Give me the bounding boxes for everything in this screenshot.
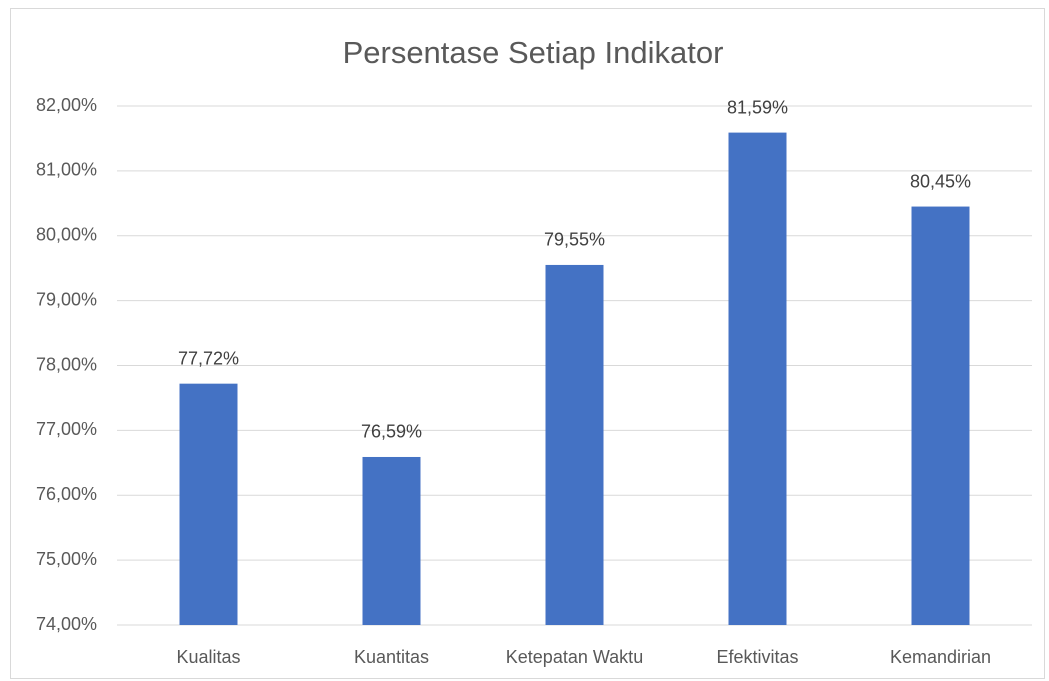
data-label: 77,72% xyxy=(178,348,239,368)
x-tick-label: Kuantitas xyxy=(354,647,429,667)
data-label: 81,59% xyxy=(727,97,788,117)
x-tick-label: Kemandirian xyxy=(890,647,991,667)
y-tick-label: 81,00% xyxy=(36,160,97,180)
bar xyxy=(362,456,421,625)
bar xyxy=(179,383,238,625)
bar xyxy=(545,264,604,625)
bar xyxy=(728,132,787,625)
y-tick-label: 77,00% xyxy=(36,419,97,439)
y-tick-label: 82,00% xyxy=(36,95,97,115)
x-tick-label: Kualitas xyxy=(176,647,240,667)
y-tick-label: 78,00% xyxy=(36,354,97,374)
y-tick-label: 79,00% xyxy=(36,289,97,309)
bar xyxy=(911,206,970,625)
x-tick-label: Ketepatan Waktu xyxy=(506,647,643,667)
data-label: 79,55% xyxy=(544,230,605,250)
chart-title: Persentase Setiap Indikator xyxy=(343,35,724,70)
data-label: 76,59% xyxy=(361,422,422,442)
chart-border xyxy=(10,8,1045,679)
data-label: 80,45% xyxy=(910,171,971,191)
y-tick-label: 80,00% xyxy=(36,225,97,245)
y-tick-label: 76,00% xyxy=(36,484,97,504)
y-tick-label: 75,00% xyxy=(36,549,97,569)
y-tick-label: 74,00% xyxy=(36,614,97,634)
x-tick-label: Efektivitas xyxy=(716,647,798,667)
